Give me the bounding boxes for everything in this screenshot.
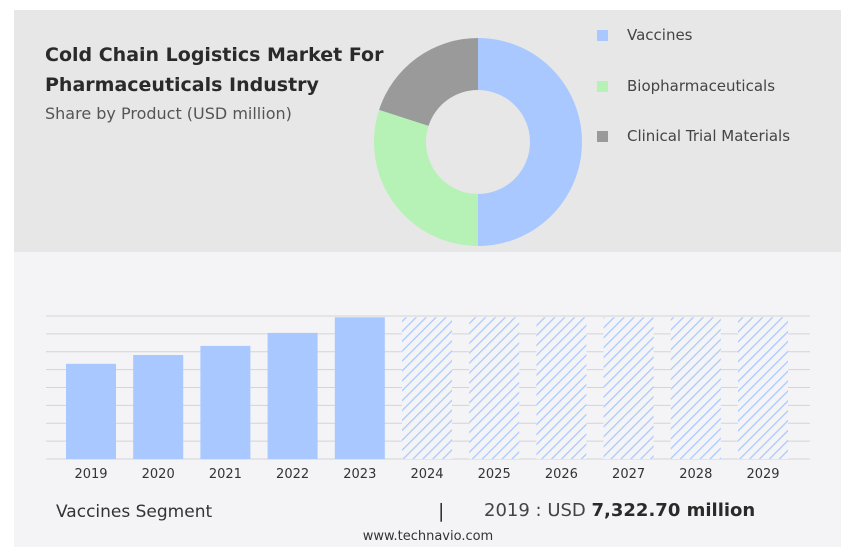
x-tick-label: 2028 [679, 467, 712, 482]
legend-swatch [597, 130, 608, 142]
segment-label: Vaccines Segment [56, 502, 213, 522]
forecast-bar-2029 [738, 317, 788, 459]
source-watermark: www.technavio.com [362, 529, 494, 544]
x-tick-label: 2025 [478, 467, 511, 482]
x-tick-label: 2022 [276, 467, 309, 482]
x-tick-label: 2019 [74, 467, 107, 482]
segment-year-label: 2019 : USD [484, 500, 586, 521]
forecast-bar-2026 [536, 317, 587, 459]
x-tick-label: 2023 [343, 467, 376, 482]
forecast-bar-2028 [670, 317, 721, 459]
bar-2022 [267, 332, 318, 459]
donut-slice-clinical-trial-materials [379, 38, 478, 126]
segment-value: 7,322.70 million [591, 500, 756, 521]
legend-swatch [597, 29, 608, 41]
donut-chart [374, 38, 582, 246]
forecast-bar-2025 [469, 317, 520, 459]
bar-2023 [334, 317, 385, 459]
donut-slice-vaccines [478, 38, 582, 246]
x-tick-label: 2029 [746, 467, 779, 482]
x-tick-label: 2027 [612, 467, 645, 482]
legend-label: Biopharmaceuticals [627, 77, 776, 95]
segment-value-summary: 2019 : USD 7,322.70 million [484, 500, 755, 521]
bar-2021 [200, 345, 251, 459]
x-tick-label: 2020 [142, 467, 175, 482]
chart-subtitle: Share by Product (USD million) [45, 104, 292, 123]
footer-separator: | [438, 500, 445, 522]
legend-label: Vaccines [627, 26, 693, 44]
donut-slice-biopharmaceuticals [374, 109, 478, 246]
legend-item-clinical-trial-materials: Clinical Trial Materials [597, 126, 790, 146]
bar-2020 [133, 355, 184, 459]
legend-item-vaccines: Vaccines [597, 25, 693, 45]
x-tick-label: 2026 [545, 467, 578, 482]
chart-title: Cold Chain Logistics Market For Pharmace… [45, 44, 384, 96]
legend-item-biopharmaceuticals: Biopharmaceuticals [597, 76, 775, 96]
bar-chart: 2019 2020 2021 2022 2023 2024 2025 2026 2027 2028… [46, 315, 810, 482]
x-tick-label: 2024 [410, 467, 443, 482]
legend-swatch [597, 80, 608, 92]
forecast-bar-2024 [402, 317, 452, 459]
x-tick-label: 2021 [209, 467, 242, 482]
forecast-bar-2027 [603, 317, 654, 459]
legend-label: Clinical Trial Materials [627, 127, 791, 145]
bar-2019 [66, 363, 116, 459]
